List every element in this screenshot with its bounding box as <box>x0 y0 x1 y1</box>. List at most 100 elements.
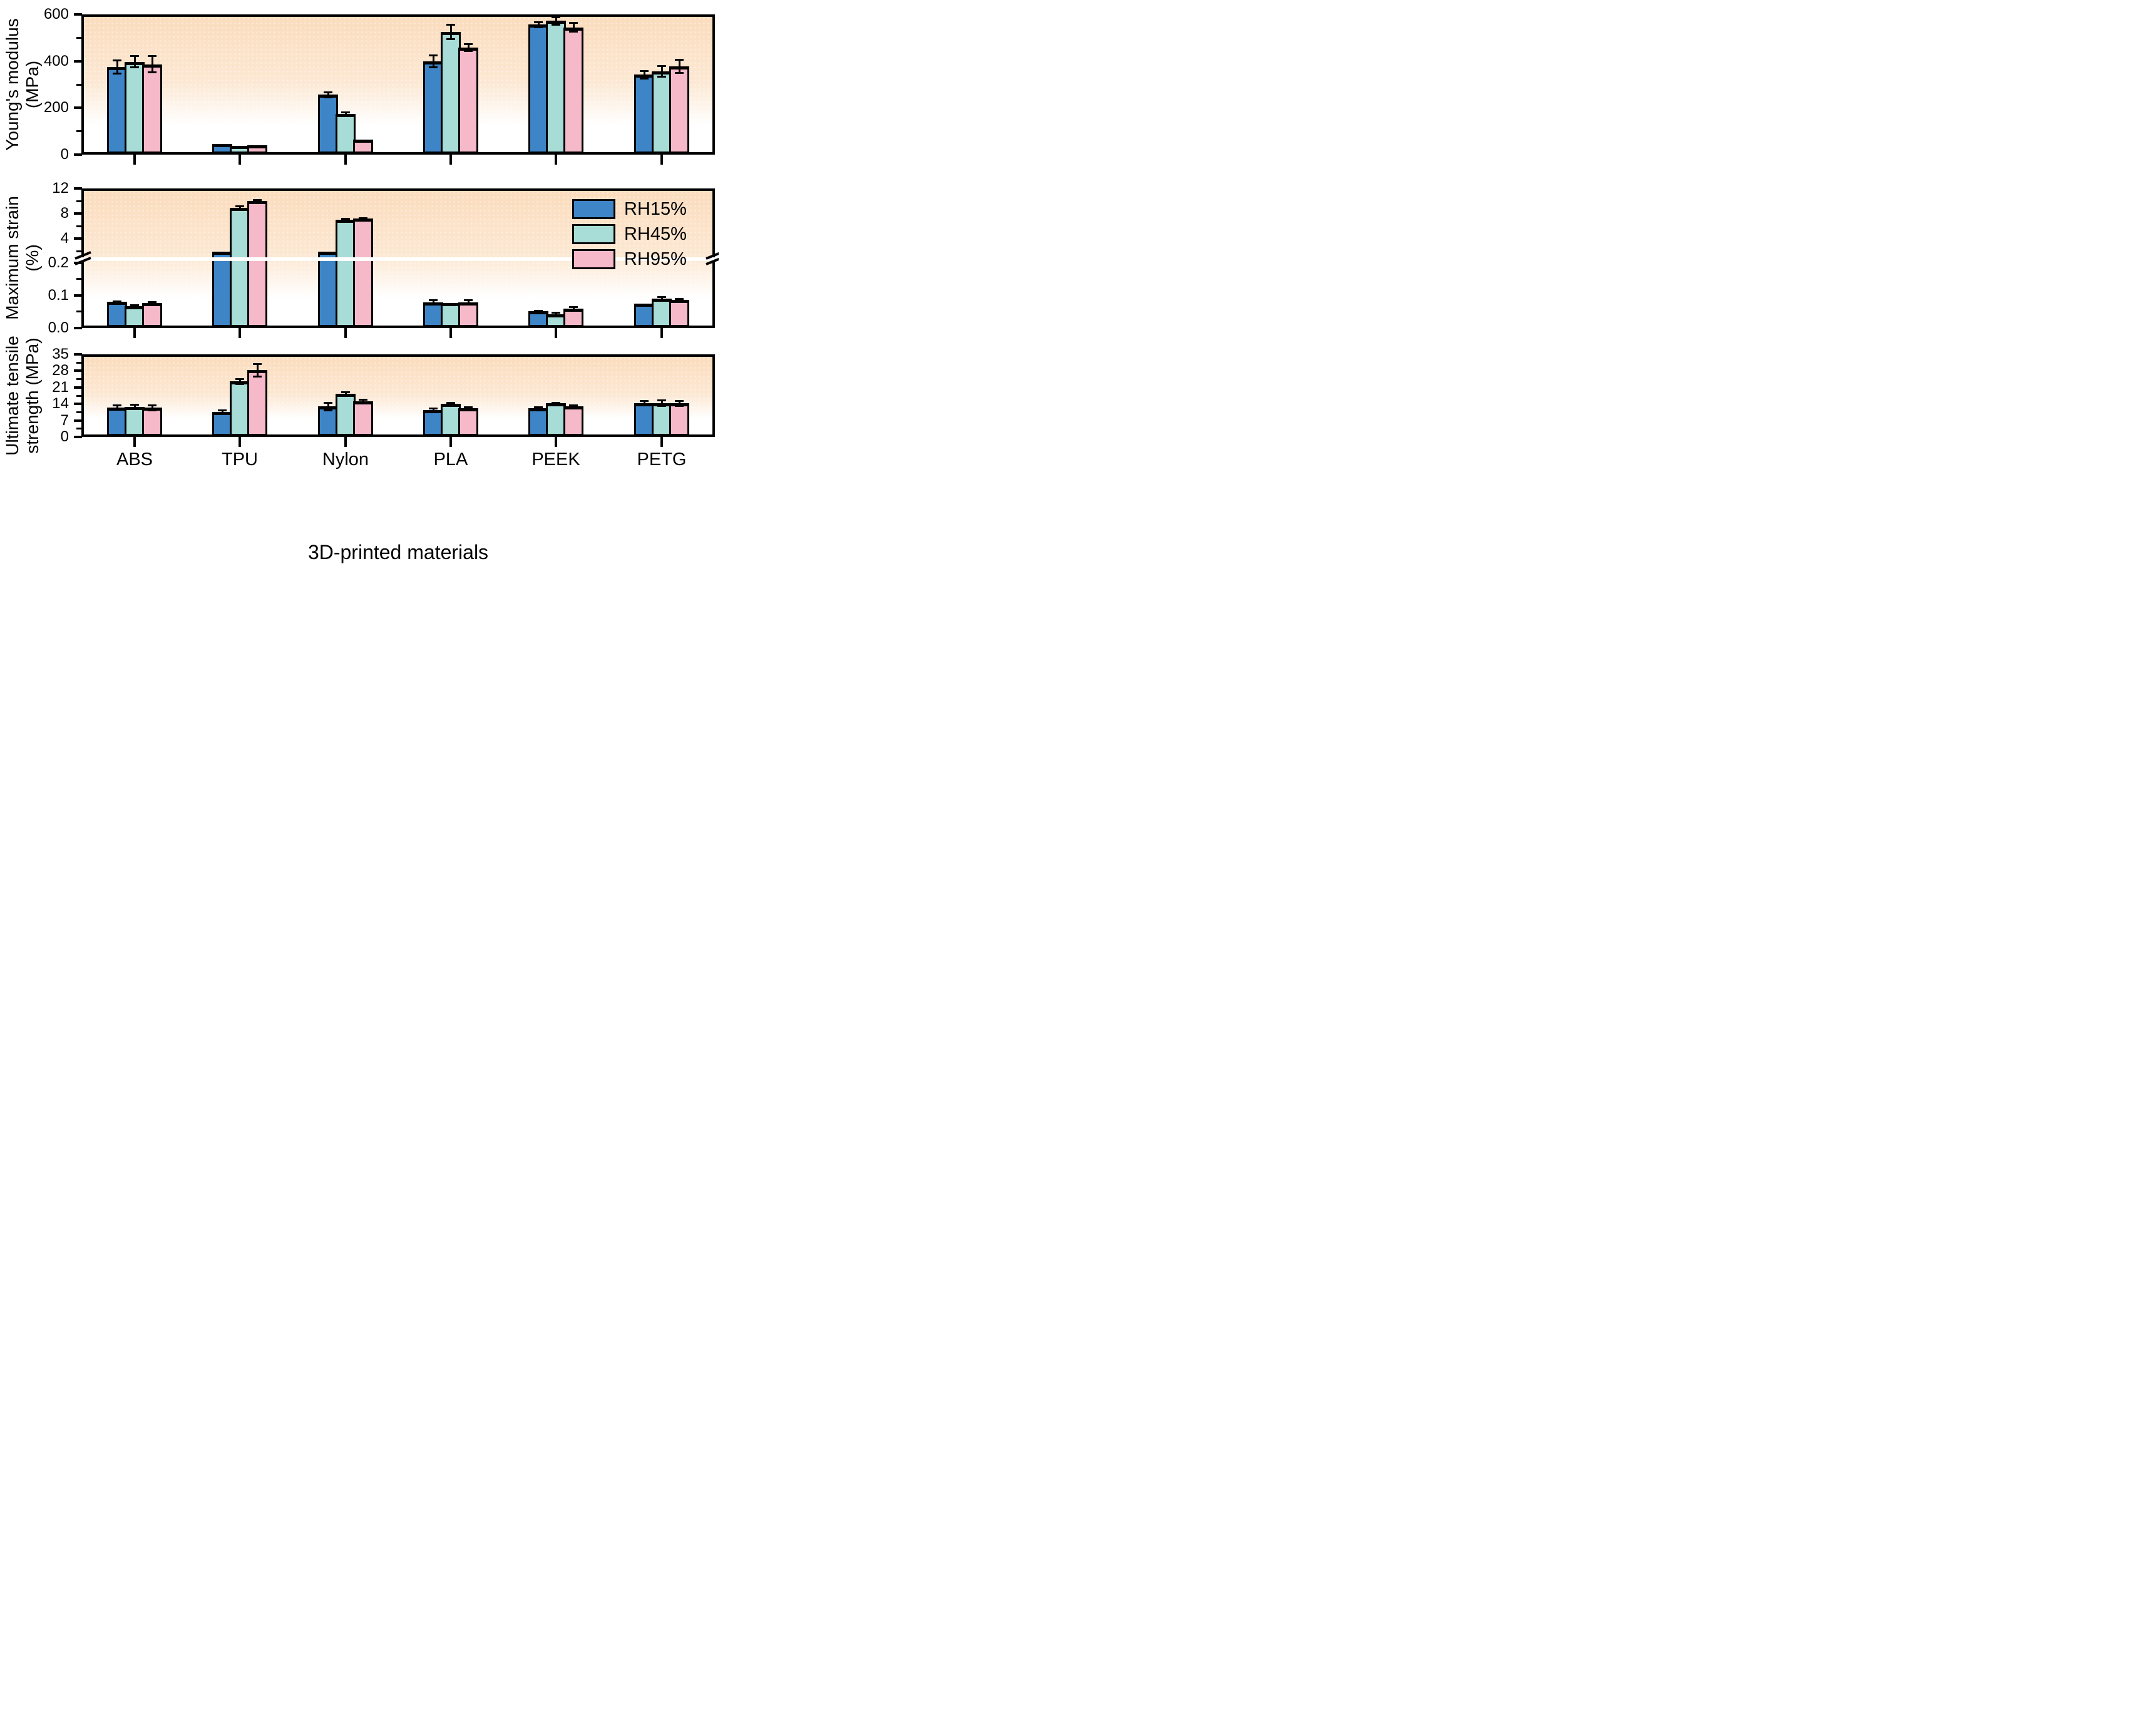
error-bar-cap-bottom <box>534 26 543 29</box>
error-bar-cap-bottom <box>359 402 367 404</box>
error-bar-cap-bottom <box>341 394 350 396</box>
error-bar-rh95-petg <box>678 400 680 406</box>
error-bar-rh95-abs <box>151 302 153 305</box>
error-bar-cap-bottom <box>429 304 438 306</box>
legend-label-rh15: RH15% <box>624 199 687 219</box>
y-tick-major <box>74 353 82 356</box>
y-tick-label: 21 <box>52 378 69 396</box>
y-tick-minor <box>76 411 82 413</box>
error-bar-cap-bottom <box>675 72 684 74</box>
error-bar-rh95-petg <box>678 299 680 302</box>
error-bar-cap-bottom <box>569 31 578 33</box>
y-tick-label: 4 <box>60 230 69 247</box>
x-axis-title: 3D-printed materials <box>307 541 489 563</box>
x-category-label-peek: PEEK <box>531 449 580 470</box>
error-bar-cap-bottom <box>657 299 666 301</box>
panel-ultimate-tensile-strength <box>81 354 715 437</box>
error-bar-cap-top <box>130 403 139 406</box>
y-tick-minor <box>76 428 82 430</box>
x-tick <box>449 155 452 165</box>
error-bar-cap-bottom <box>235 383 244 385</box>
bar-rh95-nylon <box>353 140 373 153</box>
y-tick-label: 35 <box>52 346 69 362</box>
error-bar-rh45-abs <box>133 404 136 409</box>
error-bar-rh95-tpu <box>256 363 259 377</box>
x-tick <box>239 437 241 447</box>
error-bar-cap-bottom <box>640 77 649 80</box>
error-bar-rh45-nylon <box>344 218 347 222</box>
error-bar-cap-top <box>429 299 438 302</box>
error-bar-rh45-petg <box>660 399 663 407</box>
x-category-label-petg: PETG <box>637 449 687 470</box>
y-tick-label: 0.0 <box>48 319 69 336</box>
y-tick-major <box>74 106 82 110</box>
y-tick-label: 12 <box>52 180 69 197</box>
error-bar-cap-top <box>464 406 473 409</box>
y-tick-label: 7 <box>60 411 69 429</box>
error-bar-rh15-petg <box>643 70 645 79</box>
error-bar-rh95-abs <box>151 404 153 411</box>
legend-swatch-rh45 <box>572 224 615 244</box>
error-bar-rh45-petg <box>660 297 663 301</box>
x-tick <box>344 437 347 447</box>
error-bar-cap-bottom <box>113 301 121 304</box>
bar-rh95-tpu <box>247 145 267 153</box>
error-bar-cap-top <box>253 198 262 201</box>
error-bar-cap-bottom <box>235 208 244 211</box>
y-tick-major <box>74 13 82 16</box>
error-bar-cap-bottom <box>464 303 473 306</box>
x-tick <box>449 437 452 447</box>
error-bar-cap-bottom <box>675 300 684 302</box>
legend-swatch-rh15 <box>572 199 615 219</box>
y-tick-minor <box>76 311 82 313</box>
x-tick <box>344 155 347 165</box>
error-bar-cap-bottom <box>113 72 121 74</box>
x-tick <box>239 328 241 338</box>
y-tick-major <box>74 369 82 372</box>
error-bar-cap-top <box>569 404 578 407</box>
error-bar-rh45-nylon <box>344 391 347 396</box>
error-bar-rh95-peek <box>572 23 575 33</box>
error-bar-cap-bottom <box>552 314 560 316</box>
y-tick-minor <box>76 83 82 86</box>
error-bar-cap-top <box>359 217 367 219</box>
error-bar-cap-top <box>429 54 438 56</box>
error-bar-cap-bottom <box>148 71 157 74</box>
x-tick <box>555 437 557 447</box>
error-bar-cap-top <box>341 391 350 393</box>
y-tick-major <box>74 294 82 297</box>
bar-rh95-nylon <box>353 218 373 327</box>
error-bar-cap-bottom <box>130 408 139 410</box>
error-bar-rh15-peek <box>537 406 540 410</box>
x-tick <box>133 155 136 165</box>
error-bar-cap-top <box>113 404 121 407</box>
error-bar-rh15-nylon <box>327 402 329 411</box>
error-bar-rh95-peek <box>572 307 575 311</box>
error-bar-cap-bottom <box>341 220 350 222</box>
error-bar-cap-bottom <box>640 404 649 406</box>
error-bar-cap-bottom <box>464 408 473 410</box>
x-category-label-abs: ABS <box>116 449 153 470</box>
error-bar-cap-top <box>675 399 684 402</box>
bar-rh95-pla <box>458 302 478 327</box>
y-axis-title-youngs-modulus: Young's modulus <box>3 18 22 151</box>
panel-youngs-modulus <box>81 14 715 155</box>
error-bar-cap-bottom <box>429 411 438 413</box>
error-bar-cap-bottom <box>253 375 262 378</box>
error-bar-cap-top <box>464 299 473 302</box>
y-tick-minor <box>76 36 82 39</box>
y-tick-minor <box>76 200 82 202</box>
error-bar-cap-bottom <box>534 311 543 313</box>
bar-rh95-peek <box>563 309 583 327</box>
x-tick <box>555 328 557 338</box>
error-bar-cap-bottom <box>253 201 262 203</box>
figure-tensile-properties: Young's modulus (MPa) Maximum strain (%)… <box>0 0 719 575</box>
error-bar-cap-top <box>657 64 666 67</box>
error-bar-rh95-tpu <box>256 199 259 203</box>
error-bar-rh15-pla <box>432 300 434 306</box>
error-bar-rh15-nylon <box>327 91 329 98</box>
bar-rh95-tpu <box>247 370 267 436</box>
error-bar-cap-top <box>640 69 649 72</box>
error-bar-cap-bottom <box>569 309 578 312</box>
error-bar-cap-bottom <box>148 303 157 306</box>
